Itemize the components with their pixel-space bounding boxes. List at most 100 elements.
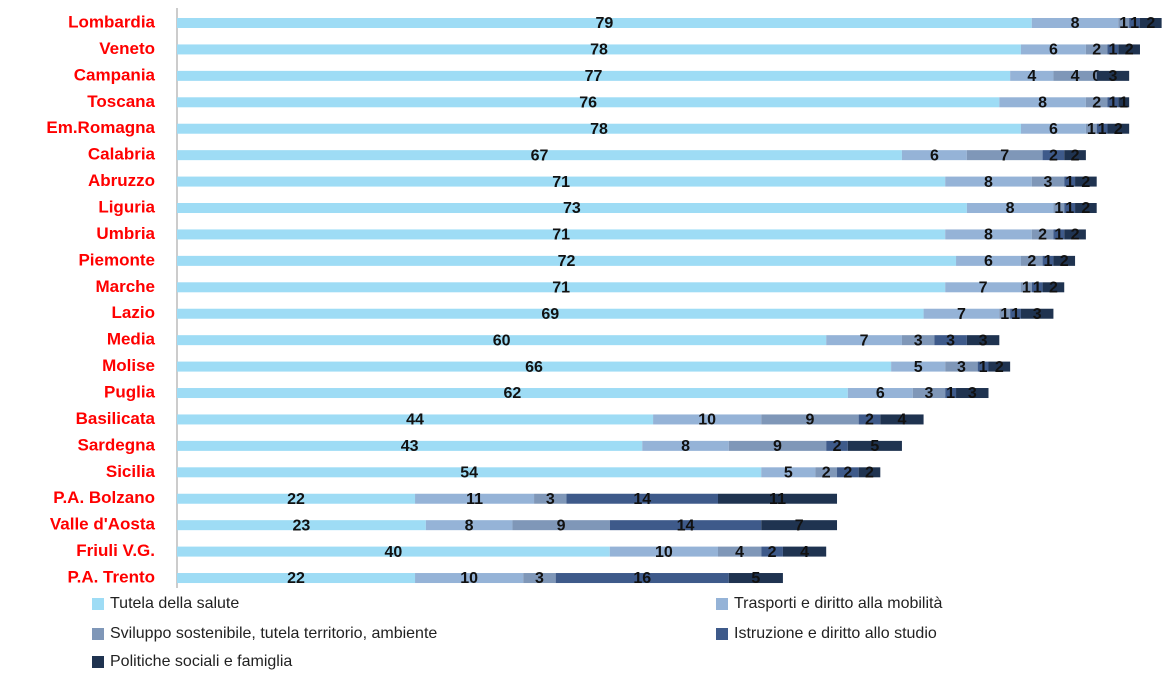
category-label: Calabria xyxy=(88,145,156,164)
bar-segment xyxy=(1031,18,1119,28)
bar-segment xyxy=(1031,176,1065,187)
category-label: Molise xyxy=(102,356,155,375)
value-label: 1 xyxy=(1108,42,1117,59)
bar-segment xyxy=(609,520,762,531)
bar-segment xyxy=(966,335,1000,346)
bar-segment xyxy=(1053,70,1097,81)
bar-segment xyxy=(761,467,816,478)
category-label: Media xyxy=(107,330,156,349)
value-label: 1 xyxy=(1065,174,1074,191)
bar-segment xyxy=(1096,123,1108,134)
value-label: 67 xyxy=(531,147,549,164)
value-label: 1 xyxy=(1011,306,1020,323)
bar-segment xyxy=(718,546,762,557)
value-label: 44 xyxy=(406,412,424,429)
bar-segment xyxy=(945,388,957,399)
bar-segment xyxy=(815,467,838,478)
bar-segment xyxy=(761,520,838,531)
value-label: 14 xyxy=(677,517,695,534)
value-label: 3 xyxy=(968,385,977,402)
category-label: Marche xyxy=(95,277,155,296)
bar-segment xyxy=(880,414,924,425)
bar-segment xyxy=(177,335,827,346)
bar-segment xyxy=(1053,203,1065,214)
bar-segment xyxy=(1053,229,1065,240)
bar-segment xyxy=(1096,70,1130,81)
value-label: 78 xyxy=(590,42,608,59)
value-label: 2 xyxy=(822,465,831,482)
value-label: 40 xyxy=(385,544,403,561)
value-label: 3 xyxy=(946,332,955,349)
value-label: 23 xyxy=(293,517,311,534)
bar-segment xyxy=(945,176,1032,187)
bar-segment xyxy=(415,573,524,584)
bar-segment xyxy=(1042,150,1065,161)
value-label: 3 xyxy=(957,359,966,376)
bar-segment xyxy=(999,308,1011,319)
bar-segment xyxy=(177,150,902,161)
value-label: 1 xyxy=(1130,15,1139,32)
bar-segment xyxy=(512,520,610,531)
bar-segment xyxy=(999,97,1086,108)
value-label: 4 xyxy=(897,412,906,429)
value-label: 8 xyxy=(984,174,993,191)
bar-segment xyxy=(718,493,838,504)
bar-segment xyxy=(1042,255,1054,266)
value-label: 71 xyxy=(552,174,570,191)
value-label: 6 xyxy=(876,385,885,402)
bar-segment xyxy=(858,414,881,425)
value-label: 3 xyxy=(1108,68,1117,85)
legend-label: Sviluppo sostenibile, tutela territorio,… xyxy=(110,625,437,642)
value-label: 2 xyxy=(1049,280,1058,297)
bar-segment xyxy=(177,361,892,372)
value-label: 2 xyxy=(1092,42,1101,59)
value-label: 2 xyxy=(995,359,1004,376)
bar-segment xyxy=(177,97,1000,108)
value-label: 1 xyxy=(1119,15,1128,32)
value-label: 66 xyxy=(525,359,543,376)
value-label: 6 xyxy=(1049,121,1058,138)
bar-segment xyxy=(945,361,978,372)
bar-segment xyxy=(177,18,1032,28)
value-label: 1 xyxy=(1119,95,1128,112)
bar-segment xyxy=(177,440,643,451)
value-label: 1 xyxy=(1000,306,1009,323)
value-label: 7 xyxy=(860,332,869,349)
value-label: 2 xyxy=(1125,42,1134,59)
bar-segment xyxy=(177,70,1011,81)
bar-segment xyxy=(1064,150,1086,161)
bar-segment xyxy=(1107,123,1130,134)
legend-label: Istruzione e diritto allo studio xyxy=(734,625,937,642)
value-label: 14 xyxy=(633,491,651,508)
legend-label: Tutela della salute xyxy=(110,595,239,612)
value-label: 2 xyxy=(1060,253,1069,270)
value-label: 22 xyxy=(287,491,305,508)
bar-segment xyxy=(534,493,567,504)
bar-segment xyxy=(956,255,1021,266)
category-label: Abruzzo xyxy=(88,171,155,190)
value-label: 8 xyxy=(1071,15,1080,32)
value-label: 4 xyxy=(1027,68,1036,85)
value-label: 60 xyxy=(493,332,511,349)
bar-segment xyxy=(177,573,416,584)
bar-segment xyxy=(642,440,729,451)
bar-segment xyxy=(1107,44,1119,55)
bar-segment xyxy=(826,440,848,451)
bar-segment xyxy=(1118,44,1140,55)
bar-segment xyxy=(1064,203,1076,214)
bar-segment xyxy=(1020,308,1054,319)
value-label: 16 xyxy=(633,570,651,587)
value-label: 71 xyxy=(552,280,570,297)
value-label: 1 xyxy=(1108,95,1117,112)
bar-segment xyxy=(1139,18,1162,28)
bar-segment xyxy=(177,546,610,557)
category-label: Lazio xyxy=(112,303,155,322)
bar-segment xyxy=(523,573,556,584)
bar-segment xyxy=(425,520,513,531)
bar-segment xyxy=(826,335,902,346)
bar-segment xyxy=(1064,229,1086,240)
category-label: Friuli V.G. xyxy=(76,541,155,560)
bar-segment xyxy=(761,546,783,557)
bar-segment xyxy=(912,388,946,399)
